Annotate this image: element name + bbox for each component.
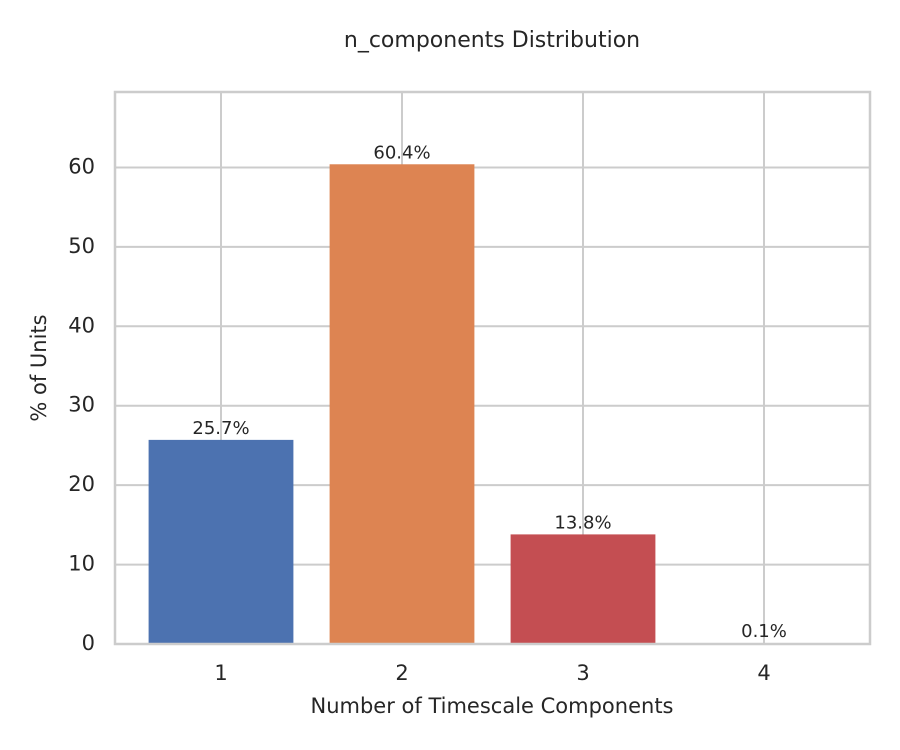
y-tick-label: 60 (68, 154, 95, 178)
x-axis-label: Number of Timescale Components (311, 694, 674, 718)
x-tick-label: 1 (214, 661, 227, 685)
y-tick-label: 20 (68, 472, 95, 496)
y-tick-label: 0 (82, 631, 95, 655)
bar (148, 439, 294, 644)
y-tick-label: 40 (68, 313, 95, 337)
bar (510, 534, 656, 644)
value-label: 60.4% (373, 142, 430, 163)
plot-frame (113, 90, 872, 646)
y-tick-label: 10 (68, 552, 95, 576)
value-label: 0.1% (741, 621, 787, 642)
value-label: 25.7% (192, 418, 249, 439)
y-tick-label: 30 (68, 393, 95, 417)
value-label: 13.8% (554, 512, 611, 533)
x-tick-label: 4 (757, 661, 770, 685)
chart-title: n_components Distribution (344, 28, 640, 53)
bar (329, 164, 475, 645)
y-axis-label: % of Units (27, 314, 51, 421)
x-tick-label: 2 (395, 661, 408, 685)
x-tick-label: 3 (576, 661, 589, 685)
y-tick-label: 50 (68, 234, 95, 258)
